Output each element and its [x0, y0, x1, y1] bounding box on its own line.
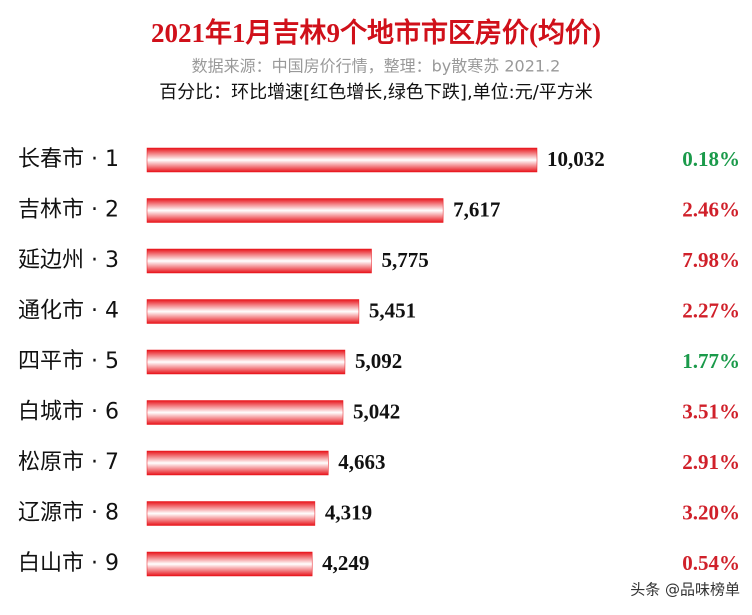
change-label: 0.54%	[682, 551, 740, 575]
change-label: 2.27%	[682, 298, 740, 322]
bar	[146, 450, 329, 476]
category-label: 松原市 · 7	[18, 450, 119, 475]
chart-note: 百分比：环比增速[红色增长,绿色下跌],单位:元/平方米	[159, 82, 593, 103]
value-label: 5,451	[369, 298, 416, 322]
category-label: 白城市 · 6	[18, 400, 119, 425]
category-label: 长春市 · 1	[18, 147, 119, 172]
change-label: 3.20%	[682, 500, 740, 524]
value-label: 7,617	[453, 197, 500, 221]
value-label: 4,319	[325, 500, 372, 524]
category-label: 白山市 · 9	[18, 551, 119, 576]
change-label: 3.51%	[682, 399, 740, 423]
value-label: 4,249	[322, 551, 369, 575]
bar	[146, 147, 538, 173]
value-label: 5,042	[353, 399, 400, 423]
value-label: 5,775	[382, 248, 429, 272]
category-label: 吉林市 · 2	[18, 198, 119, 223]
bar	[146, 501, 316, 526]
category-label: 通化市 · 4	[18, 299, 119, 324]
chart-subtitle: 数据来源：中国房价行情，整理：by散寒苏 2021.2	[192, 57, 561, 76]
value-label: 4,663	[338, 450, 385, 474]
change-label: 0.18%	[682, 147, 740, 171]
value-label: 10,032	[547, 147, 605, 171]
value-label: 5,092	[355, 349, 402, 373]
change-label: 1.77%	[682, 349, 740, 373]
change-label: 2.91%	[682, 450, 740, 474]
category-label: 四平市 · 5	[18, 349, 119, 374]
bar	[146, 248, 372, 274]
watermark: 头条 @品味榜单	[630, 581, 740, 599]
change-label: 7.98%	[682, 248, 740, 272]
category-label: 延边州 · 3	[18, 248, 119, 273]
bar	[146, 299, 360, 324]
change-label: 2.46%	[682, 197, 740, 221]
bar	[146, 551, 313, 577]
chart-title: 2021年1月吉林9个地市市区房价(均价)	[151, 17, 601, 48]
bar	[146, 349, 346, 375]
bar	[146, 400, 344, 425]
bar	[146, 198, 444, 223]
category-label: 辽源市 · 8	[18, 501, 119, 526]
